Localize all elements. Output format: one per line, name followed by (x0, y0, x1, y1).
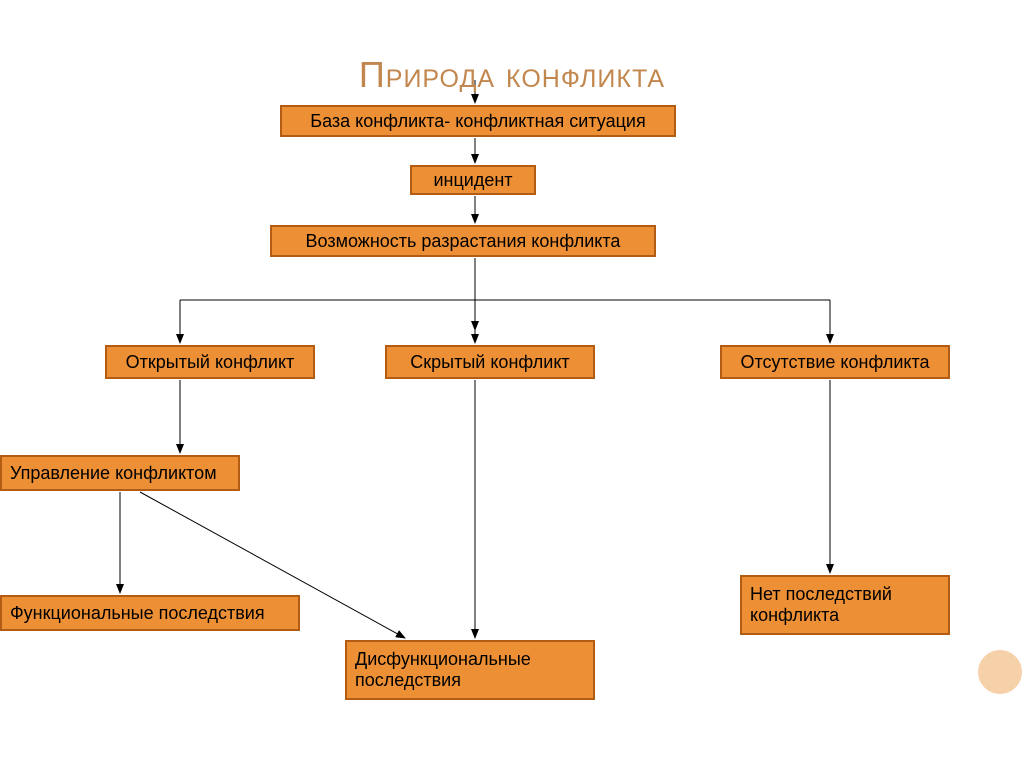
slide-decor-circle (974, 646, 1024, 698)
node-hidden: Скрытый конфликт (385, 345, 595, 379)
node-growth: Возможность разрастания конфликта (270, 225, 656, 257)
node-func: Функциональные последствия (0, 595, 300, 631)
node-manage: Управление конфликтом (0, 455, 240, 491)
node-dysfunc: Дисфункциональные последствия (345, 640, 595, 700)
page-title: Природа конфликта (0, 54, 1024, 96)
node-noeff: Нет последствий конфликта (740, 575, 950, 635)
node-open: Открытый конфликт (105, 345, 315, 379)
node-incident: инцидент (410, 165, 536, 195)
node-base: База конфликта- конфликтная ситуация (280, 105, 676, 137)
node-absent: Отсутствие конфликта (720, 345, 950, 379)
